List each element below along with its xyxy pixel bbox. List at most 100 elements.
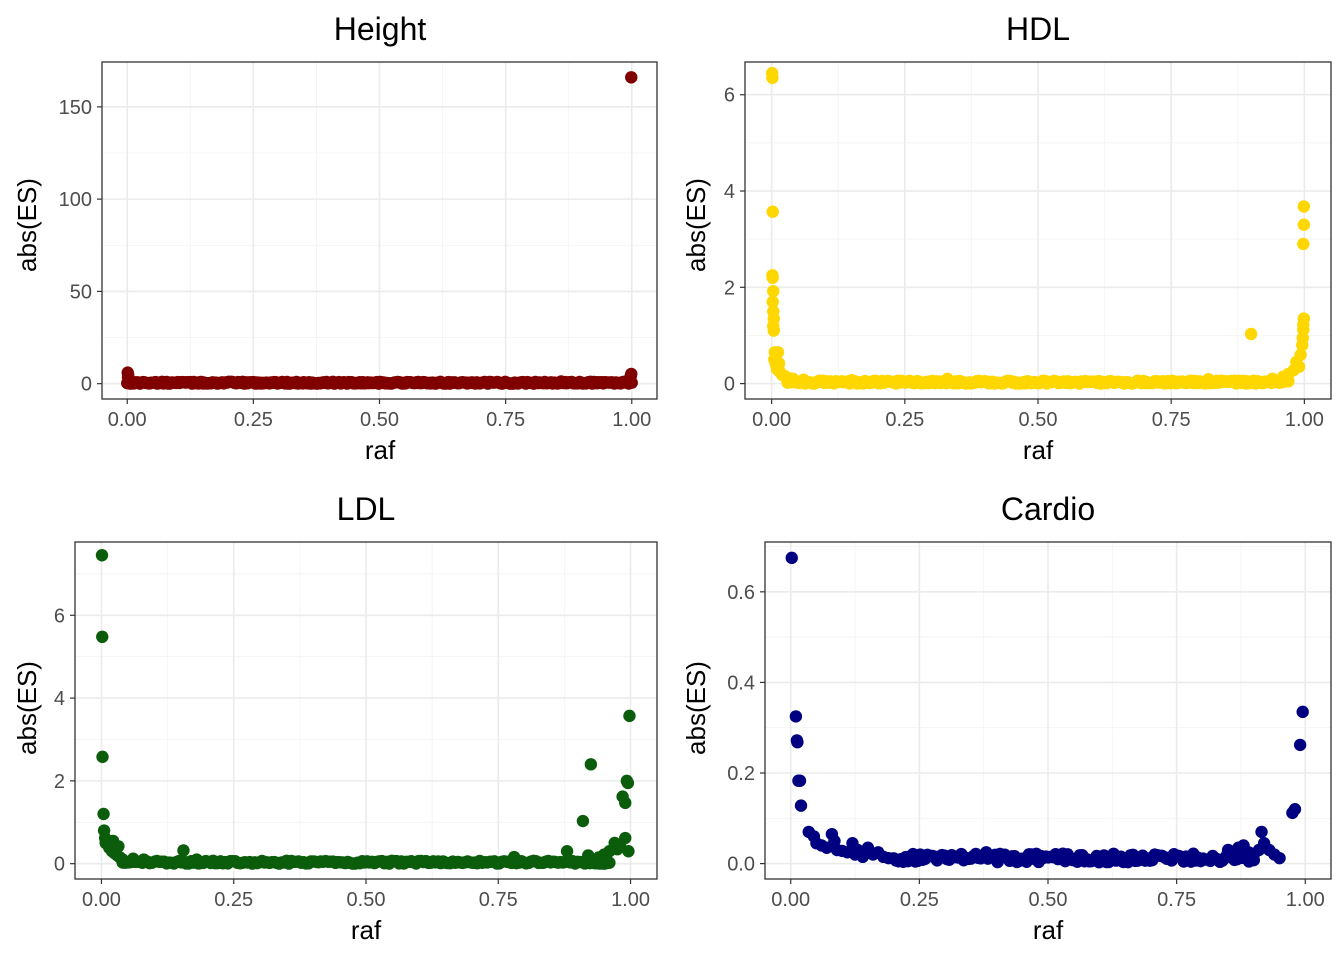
x-axis-title: raf (1023, 435, 1054, 465)
x-tick-label: 0.25 (214, 889, 253, 911)
data-point (767, 284, 780, 298)
data-point (1202, 373, 1215, 386)
data-point (95, 549, 109, 562)
y-axis-title: abs(ES) (12, 178, 42, 272)
panel-title: Cardio (1001, 491, 1095, 527)
data-point (797, 373, 810, 386)
data-point (1266, 372, 1279, 385)
data-point (1273, 851, 1286, 865)
data-point (767, 324, 780, 337)
x-tick-label: 0.25 (234, 409, 273, 431)
data-point (882, 851, 895, 865)
data-point (766, 295, 779, 308)
data-point (280, 854, 293, 867)
y-tick-label: 6 (724, 85, 735, 107)
panel-cardio: Cardio 0.00 0.25 0.50 0.75 1.000.00.20.40.6 … (681, 491, 1332, 945)
x-tick-label: 0.75 (479, 889, 518, 911)
x-tick-label: 0.25 (900, 889, 939, 911)
data-point (619, 796, 632, 810)
data-point (507, 850, 521, 864)
data-point (124, 375, 137, 388)
data-point (623, 709, 636, 723)
data-point (112, 840, 125, 853)
y-tick-label: 50 (70, 281, 92, 303)
panel-hdl: HDL 0.00 0.25 0.50 0.75 1.00 0 2 4 6 raf abs(ES) (681, 11, 1332, 465)
data-point (190, 853, 203, 866)
x-tick-label: 1.00 (611, 889, 650, 911)
panel-border (74, 541, 658, 880)
y-tick-label: 6 (54, 605, 65, 627)
x-tick-label: 0.50 (1019, 409, 1058, 431)
data-point (96, 750, 109, 764)
y-tick-label: 150 (59, 97, 92, 119)
data-point (845, 374, 858, 387)
data-point (793, 774, 807, 787)
data-point (297, 376, 311, 389)
plot-area: 0.00 0.25 0.50 0.75 1.00 0.0 0.2 0.4 0.6 (727, 541, 1332, 911)
data-point (786, 372, 800, 385)
data-point (1255, 825, 1268, 839)
data-point (1288, 803, 1302, 816)
data-point (980, 846, 993, 859)
x-tick-label: 0.50 (360, 409, 399, 431)
x-tick-label: 0.75 (1152, 409, 1191, 431)
y-tick-label: 4 (724, 181, 735, 203)
plot-area: 0.00 0.25 0.50 0.75 1.00 0 50 100 150 (59, 61, 658, 431)
x-tick-label: 0.25 (885, 409, 924, 431)
data-point (766, 205, 779, 218)
data-point (1221, 843, 1235, 857)
x-axis-title: raf (365, 435, 396, 465)
y-tick-label: 2 (724, 277, 735, 299)
panel-ldl: LDL 0.00 0.25 0.50 0.75 1.00 0 2 4 6 raf abs(ES) (12, 491, 658, 945)
y-tick-label: 0.4 (727, 672, 755, 694)
data-point (1293, 738, 1307, 752)
x-tick-label: 0.50 (347, 889, 386, 911)
data-point (813, 374, 826, 387)
data-point (1296, 705, 1309, 719)
data-point (622, 845, 635, 858)
data-point (941, 372, 954, 385)
plot-area: 0.00 0.25 0.50 0.75 1.00 0 2 4 6 (724, 61, 1332, 431)
x-tick-label: 0.00 (771, 889, 810, 911)
x-tick-label: 0.00 (108, 409, 147, 431)
data-point (766, 271, 779, 284)
data-point (1297, 200, 1311, 213)
data-point (97, 807, 110, 821)
data-point (625, 71, 638, 84)
panel-title: HDL (1006, 11, 1070, 47)
y-tick-label: 0.0 (727, 854, 755, 876)
data-point (96, 630, 109, 644)
data-point (127, 852, 140, 865)
data-point (576, 814, 590, 828)
data-point (554, 375, 568, 388)
y-tick-label: 2 (54, 771, 65, 793)
panel-title: Height (334, 11, 427, 47)
x-axis-title: raf (1033, 915, 1064, 945)
data-point (1297, 312, 1311, 325)
panel-title: LDL (337, 491, 396, 527)
data-point (791, 736, 804, 749)
panel-border (744, 61, 1332, 400)
y-tick-label: 0.2 (727, 763, 755, 785)
data-point (621, 776, 635, 790)
data-point (619, 831, 632, 845)
data-point (1297, 237, 1310, 251)
plot-area: 0.00 0.25 0.50 0.75 1.00 0 2 4 6 (54, 541, 658, 911)
data-point (766, 71, 779, 85)
x-tick-label: 1.00 (1285, 409, 1324, 431)
data-point (1244, 327, 1258, 341)
x-tick-label: 0.00 (82, 889, 121, 911)
y-tick-label: 0 (54, 854, 65, 876)
y-tick-label: 100 (59, 189, 92, 211)
data-point (789, 710, 803, 723)
y-axis-title: abs(ES) (681, 178, 711, 272)
x-tick-label: 1.00 (612, 409, 651, 431)
data-point (560, 845, 574, 858)
panel-border (101, 61, 658, 400)
x-tick-label: 1.00 (1286, 889, 1325, 911)
y-tick-label: 0 (81, 374, 92, 396)
data-point (856, 850, 869, 864)
y-axis-title: abs(ES) (12, 661, 42, 755)
y-tick-label: 4 (54, 688, 65, 710)
